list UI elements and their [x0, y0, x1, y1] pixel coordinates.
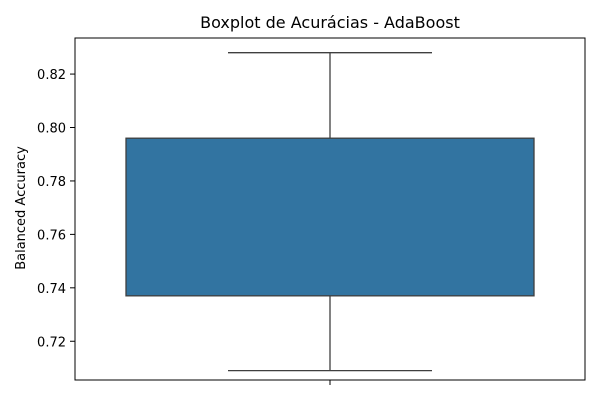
box-iqr	[125, 137, 535, 297]
y-tick-label: 0.78	[37, 175, 66, 190]
y-tick-label: 0.74	[37, 282, 66, 297]
chart-title: Boxplot de Acurácias - AdaBoost	[200, 13, 460, 32]
y-tick-label: 0.72	[37, 335, 66, 350]
plot-area: 0.72 0.74 0.76 0.78 0.80 0.82	[37, 37, 586, 385]
y-tick-label: 0.82	[37, 68, 66, 83]
y-tick-label: 0.76	[37, 228, 66, 243]
y-tick-label: 0.80	[37, 122, 66, 137]
y-axis-label: Balanced Accuracy	[14, 146, 29, 270]
